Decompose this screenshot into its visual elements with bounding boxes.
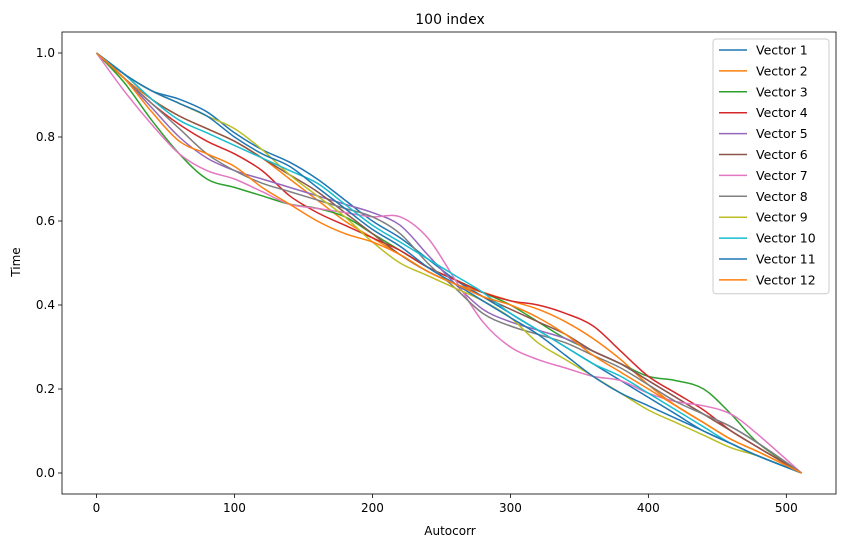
y-tick-label: 0.2	[36, 382, 55, 396]
legend-label: Vector 12	[756, 272, 816, 287]
series-line-10	[96, 52, 802, 474]
legend-label: Vector 3	[756, 84, 808, 99]
y-tick-label: 0.4	[36, 298, 55, 312]
x-axis-label: Autocorr	[424, 524, 476, 538]
y-tick-label: 0.8	[36, 130, 55, 144]
series-line-12	[95, 52, 802, 474]
series-line-4	[95, 52, 802, 474]
legend: Vector 1 Vector 2 Vector 3 Vector 4 Vector 5…	[712, 38, 830, 295]
x-tick-label: 0	[93, 501, 101, 515]
legend-label: Vector 5	[756, 126, 808, 141]
y-tick-label: 0.6	[36, 214, 55, 228]
x-tick-label: 200	[361, 501, 384, 515]
chart-title: 100 index	[415, 12, 484, 28]
y-tick-label: 0.0	[36, 466, 55, 480]
legend-label: Vector 2	[756, 63, 808, 78]
legend-label: Vector 9	[756, 210, 808, 225]
legend-label: Vector 7	[756, 168, 808, 183]
plot-area: 0 100 200 300 400 500 0.0 0.2 0.4 0.6 0.8 1.0	[36, 31, 837, 515]
y-axis-label: Time	[9, 247, 23, 277]
x-tick-label: 500	[775, 501, 798, 515]
series-lines	[95, 52, 803, 474]
legend-label: Vector 8	[756, 189, 808, 204]
x-tick-label: 100	[223, 501, 246, 515]
legend-label: Vector 6	[756, 147, 808, 162]
legend-label: Vector 4	[756, 105, 808, 120]
legend-label: Vector 11	[756, 252, 816, 267]
legend-label: Vector 1	[756, 43, 808, 58]
x-tick-label: 400	[637, 501, 660, 515]
plot-frame	[61, 31, 837, 495]
legend-box	[712, 38, 830, 295]
x-tick-label: 300	[499, 501, 522, 515]
legend-label: Vector 10	[756, 231, 816, 246]
y-tick-label: 1.0	[36, 46, 55, 60]
series-line-11	[96, 52, 802, 474]
